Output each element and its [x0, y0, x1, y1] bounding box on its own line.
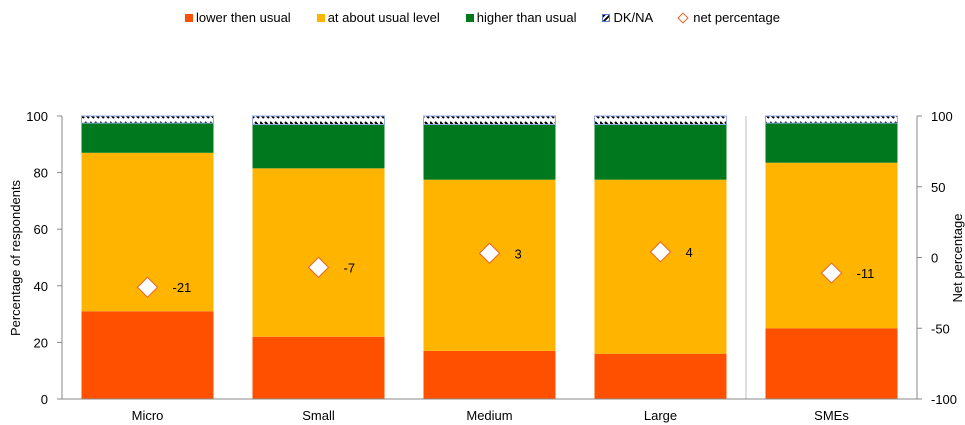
bar-small-series-0 — [252, 336, 385, 399]
bar-medium-series-0 — [423, 350, 556, 399]
chart-legend: lower then usual at about usual level hi… — [0, 10, 965, 25]
bar-small-series-3 — [252, 115, 385, 125]
net-label-large: 4 — [686, 245, 693, 260]
y2-tick-label-1: -50 — [931, 321, 950, 336]
legend-swatch-higher — [465, 13, 474, 22]
y-tick-label-5: 100 — [26, 109, 48, 124]
y-tick-label-3: 60 — [34, 222, 48, 237]
net-marker-medium — [478, 242, 501, 264]
bars-layer — [81, 115, 898, 399]
x-tick-label-large: Large — [644, 408, 677, 423]
bar-small-series-1 — [252, 168, 385, 337]
legend-item-higher: higher than usual — [465, 10, 577, 25]
net-markers-layer: -21 -7 3 4 -11 — [136, 241, 875, 298]
y-axis-title: Percentage of respondents — [8, 179, 23, 336]
bar-medium-series-3 — [423, 115, 556, 125]
y2-tick-label-3: 50 — [931, 180, 945, 195]
net-label-micro: -21 — [173, 280, 192, 295]
y2-tick-label-2: 0 — [931, 251, 938, 266]
bar-medium-series-2 — [423, 124, 556, 180]
bar-smes-series-0 — [765, 328, 898, 399]
bar-large-series-1 — [594, 179, 727, 354]
legend-swatch-usual — [316, 13, 325, 22]
net-label-medium: 3 — [515, 246, 522, 261]
legend-label-net: net percentage — [693, 10, 780, 25]
bar-medium-series-1 — [423, 179, 556, 351]
y2-tick-label-0: -100 — [931, 392, 957, 407]
bar-micro-series-0 — [81, 311, 214, 399]
bar-small-series-2 — [252, 124, 385, 169]
bar-large-series-3 — [594, 115, 727, 125]
x-tick-label-smes: SMEs — [814, 408, 849, 423]
y-tick-label-2: 40 — [34, 279, 48, 294]
net-label-smes: -11 — [857, 266, 875, 281]
legend-label-higher: higher than usual — [476, 10, 577, 25]
legend-label-lower: lower then usual — [196, 10, 291, 25]
x-tick-label-micro: Micro — [132, 408, 164, 423]
y-tick-label-4: 80 — [34, 166, 48, 181]
net-marker-micro — [136, 276, 159, 298]
axes-layer: Micro Small Medium Large SMEs020406080100-10… — [26, 109, 957, 423]
bar-smes-series-1 — [765, 162, 898, 329]
net-marker-large — [649, 241, 672, 263]
bar-micro-series-2 — [81, 123, 214, 153]
bar-smes-series-3 — [765, 115, 898, 124]
x-tick-label-medium: Medium — [466, 408, 512, 423]
legend-item-net: net percentage — [677, 10, 780, 25]
net-marker-smes — [820, 262, 843, 284]
y-tick-label-1: 20 — [34, 335, 48, 350]
x-tick-label-small: Small — [302, 408, 335, 423]
net-label-small: -7 — [344, 260, 356, 275]
net-marker-small — [307, 256, 330, 279]
legend-label-dkna: DK/NA — [613, 10, 654, 25]
legend-swatch-lower — [185, 13, 194, 22]
bar-large-series-0 — [594, 353, 727, 399]
y2-tick-label-4: 100 — [931, 109, 953, 124]
bar-large-series-2 — [594, 124, 727, 180]
legend-item-lower: lower then usual — [185, 10, 291, 25]
legend-item-usual: at about usual level — [316, 10, 440, 25]
legend-label-usual: at about usual level — [327, 10, 440, 25]
y2-axis-title: Net percentage — [950, 214, 965, 303]
bar-smes-series-2 — [765, 123, 898, 163]
legend-swatch-dkna — [602, 13, 611, 22]
bar-micro-series-3 — [81, 115, 214, 124]
legend-item-dkna: DK/NA — [602, 10, 653, 25]
y-tick-label-0: 0 — [41, 392, 48, 407]
